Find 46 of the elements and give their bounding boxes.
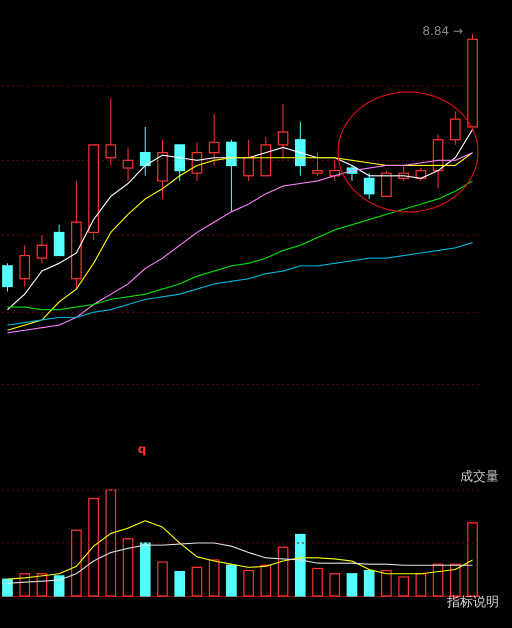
candlestick xyxy=(381,170,392,197)
bar xyxy=(260,564,272,597)
bar xyxy=(88,498,99,597)
candlestick xyxy=(226,139,237,212)
chart-title: 成交量 xyxy=(460,468,499,484)
bar xyxy=(140,542,151,597)
candlestick xyxy=(364,172,375,200)
bar xyxy=(226,564,237,597)
bar xyxy=(432,564,444,597)
candlestick xyxy=(450,110,461,146)
bar xyxy=(381,570,392,597)
bar xyxy=(174,571,186,597)
bar xyxy=(398,576,409,597)
bar xyxy=(157,561,168,597)
bar xyxy=(416,573,426,597)
bar xyxy=(467,522,478,597)
bar xyxy=(105,489,116,597)
bar xyxy=(329,573,340,597)
candlestick xyxy=(192,142,202,182)
candlestick xyxy=(243,139,254,182)
candlestick xyxy=(278,103,288,158)
candlestick xyxy=(2,262,13,292)
bar xyxy=(54,575,64,597)
candlestick xyxy=(54,224,64,256)
bar xyxy=(450,564,461,597)
candlestick xyxy=(208,113,220,166)
bar xyxy=(71,530,82,597)
candlestick xyxy=(140,126,151,176)
bar xyxy=(208,559,220,597)
bar xyxy=(122,538,134,597)
bar xyxy=(364,570,375,597)
bar xyxy=(278,546,288,597)
annotation: 8.84 → xyxy=(422,24,463,38)
bar xyxy=(294,534,306,597)
candlestick xyxy=(122,146,134,182)
text: q xyxy=(138,442,146,456)
bar xyxy=(312,568,323,597)
bar xyxy=(243,570,254,597)
annotation: 指标说明 xyxy=(446,595,499,610)
candlestick xyxy=(312,152,323,176)
bar xyxy=(346,573,358,597)
candlestick xyxy=(105,98,116,166)
candlestick xyxy=(19,244,30,287)
bar xyxy=(192,566,202,597)
candlestick xyxy=(36,234,48,264)
bar xyxy=(2,578,13,597)
